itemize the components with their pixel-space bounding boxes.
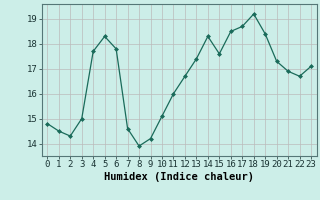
X-axis label: Humidex (Indice chaleur): Humidex (Indice chaleur) (104, 172, 254, 182)
